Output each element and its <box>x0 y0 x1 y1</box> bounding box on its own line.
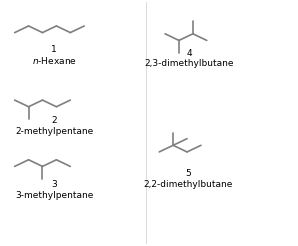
Text: 2,3-dimethylbutane: 2,3-dimethylbutane <box>144 60 234 68</box>
Text: 2-methylpentane: 2-methylpentane <box>15 127 93 136</box>
Text: $n$-Hexane: $n$-Hexane <box>32 55 77 66</box>
Text: 4: 4 <box>186 49 192 58</box>
Text: 2,2-dimethylbutane: 2,2-dimethylbutane <box>144 180 233 189</box>
Text: 5: 5 <box>186 169 191 178</box>
Text: 1: 1 <box>51 45 57 54</box>
Text: 3: 3 <box>51 180 57 189</box>
Text: 3-methylpentane: 3-methylpentane <box>15 191 93 200</box>
Text: 2: 2 <box>51 116 57 125</box>
